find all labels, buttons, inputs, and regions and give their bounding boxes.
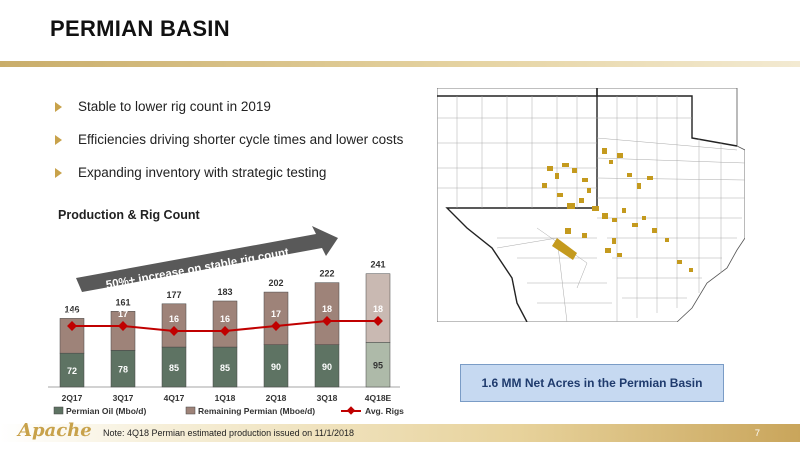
data-label-total: 222	[319, 269, 334, 279]
x-tick-label: 2Q18	[266, 393, 287, 403]
legend-label-rigs: Avg. Rigs	[365, 406, 404, 416]
net-acres-callout: 1.6 MM Net Acres in the Permian Basin	[460, 364, 724, 402]
legend-label-oil: Permian Oil (Mbo/d)	[66, 406, 146, 416]
data-label-rigs: 17	[67, 309, 77, 319]
triangle-bullet-icon	[55, 167, 62, 178]
triangle-bullet-icon	[55, 134, 62, 145]
legend-marker-rigs	[346, 406, 356, 415]
x-tick-label: 4Q17	[164, 393, 185, 403]
data-label-oil: 90	[322, 362, 332, 372]
data-label-rigs: 17	[118, 309, 128, 319]
bullet-item: Expanding inventory with strategic testi…	[55, 162, 403, 183]
increase-arrow-icon	[76, 226, 338, 292]
x-tick-label: 3Q18	[317, 393, 338, 403]
permian-basin-map	[437, 88, 745, 322]
rig-count-point	[169, 326, 179, 336]
data-label-total: 202	[268, 278, 283, 288]
bar-permian-oil	[314, 344, 340, 388]
data-label-rigs: 18	[373, 304, 383, 314]
bar-permian-oil	[59, 352, 85, 388]
triangle-bullet-icon	[55, 101, 62, 112]
data-label-total: 241	[370, 260, 385, 270]
x-tick-label: 1Q18	[215, 393, 236, 403]
bar-permian-oil	[212, 346, 238, 388]
bar-permian-oil	[365, 342, 391, 388]
bar-remaining-permian	[365, 273, 391, 343]
bullet-text: Expanding inventory with strategic testi…	[78, 165, 327, 180]
rig-count-point	[220, 326, 230, 336]
company-logo: Apache	[18, 420, 92, 441]
chart-title: Production & Rig Count	[58, 208, 200, 222]
bullet-text: Stable to lower rig count in 2019	[78, 99, 271, 114]
data-label-total: 183	[217, 287, 232, 297]
footnote: Note: 4Q18 Permian estimated production …	[103, 428, 354, 438]
title-divider	[0, 61, 800, 67]
production-rig-chart: 50%+ increase on stable rig count7214617…	[48, 226, 404, 416]
data-label-oil: 85	[169, 363, 179, 373]
data-label-oil: 85	[220, 363, 230, 373]
data-label-total: 177	[166, 290, 181, 300]
x-tick-label: 4Q18E	[365, 393, 392, 403]
bar-remaining-permian	[212, 300, 238, 348]
data-label-total: 161	[115, 297, 130, 307]
bar-remaining-permian	[314, 282, 340, 345]
bullet-list: Stable to lower rig count in 2019 Effici…	[55, 96, 403, 195]
bar-remaining-permian	[263, 291, 289, 345]
data-label-rigs: 16	[169, 314, 179, 324]
page-number: 7	[754, 428, 760, 439]
legend-swatch-remaining	[185, 406, 196, 415]
bar-remaining-permian	[59, 318, 85, 354]
data-label-total: 146	[64, 304, 79, 314]
bar-permian-oil	[110, 350, 136, 388]
data-label-oil: 78	[118, 365, 128, 375]
bullet-item: Efficiencies driving shorter cycle times…	[55, 129, 403, 150]
footer-bar	[0, 424, 800, 442]
data-label-oil: 90	[271, 362, 281, 372]
bullet-text: Efficiencies driving shorter cycle times…	[78, 132, 404, 147]
x-tick-label: 2Q17	[62, 393, 83, 403]
legend-label-remaining: Remaining Permian (Mboe/d)	[198, 406, 315, 416]
bar-permian-oil	[263, 344, 289, 388]
data-label-rigs: 18	[322, 304, 332, 314]
bar-permian-oil	[161, 346, 187, 388]
data-label-rigs: 16	[220, 314, 230, 324]
data-label-oil: 72	[67, 366, 77, 376]
map-graphic	[437, 88, 745, 322]
page-title: PERMIAN BASIN	[50, 16, 230, 41]
data-label-oil: 95	[373, 361, 383, 371]
bullet-item: Stable to lower rig count in 2019	[55, 96, 403, 117]
bar-remaining-permian	[161, 303, 187, 348]
legend-swatch-oil	[53, 406, 64, 415]
data-label-rigs: 17	[271, 309, 281, 319]
x-tick-label: 3Q17	[113, 393, 134, 403]
